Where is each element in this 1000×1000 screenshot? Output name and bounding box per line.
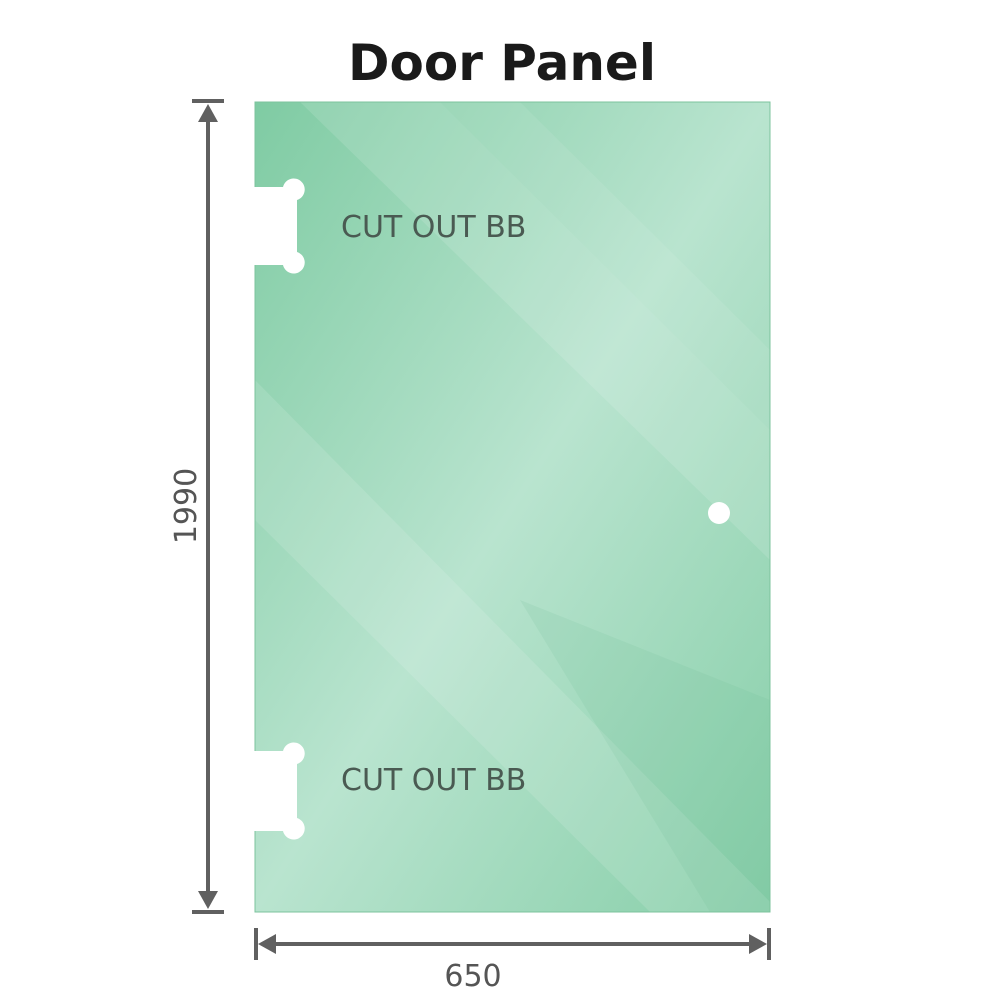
width-dimension-line <box>254 928 771 960</box>
width-value: 650 <box>444 959 501 994</box>
height-dimension-line <box>192 99 224 914</box>
page-title: Door Panel <box>348 34 656 92</box>
cutout-label-top: CUT OUT BB <box>341 210 526 245</box>
height-value: 1990 <box>169 468 204 544</box>
cutout-label-bottom: CUT OUT BB <box>341 763 526 798</box>
glass-panel <box>254 101 780 913</box>
